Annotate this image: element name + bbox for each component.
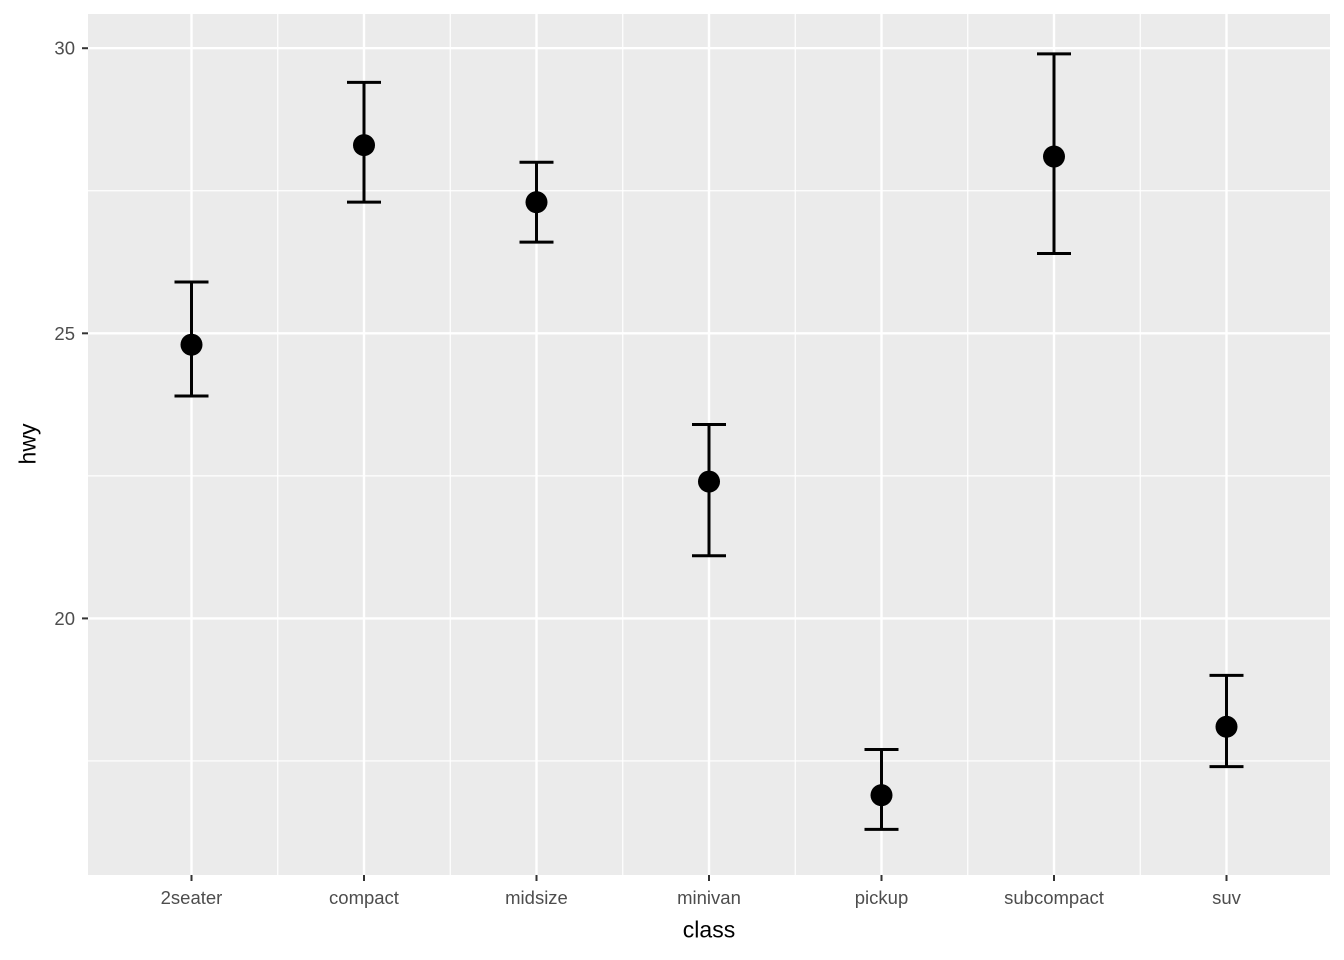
data-point bbox=[870, 784, 893, 807]
data-point bbox=[1043, 145, 1065, 168]
pointrange bbox=[1209, 673, 1244, 769]
y-tick-label: 30 bbox=[54, 38, 75, 59]
y-tick-label: 25 bbox=[54, 323, 75, 344]
data-point bbox=[698, 470, 720, 493]
pointrange bbox=[174, 280, 209, 398]
x-tick-label: midsize bbox=[505, 887, 568, 908]
data-point bbox=[1215, 715, 1238, 738]
x-tick-label: subcompact bbox=[1004, 887, 1104, 908]
data-point bbox=[525, 191, 548, 214]
data-point bbox=[353, 134, 375, 157]
x-axis-title: class bbox=[682, 916, 736, 943]
y-tick-label: 20 bbox=[54, 608, 75, 629]
x-tick-label: 2seater bbox=[161, 887, 223, 908]
pointrange bbox=[347, 80, 381, 204]
pointrange bbox=[692, 423, 726, 558]
pointrange bbox=[519, 160, 554, 244]
pointrange bbox=[1037, 52, 1071, 255]
x-tick-label: minivan bbox=[677, 887, 741, 908]
x-tick-label: suv bbox=[1212, 887, 1242, 908]
pointrange bbox=[864, 748, 899, 831]
data-point bbox=[180, 333, 203, 356]
x-tick-label: pickup bbox=[855, 887, 908, 908]
x-tick-label: compact bbox=[329, 887, 399, 908]
y-axis-title: hwy bbox=[14, 423, 41, 465]
